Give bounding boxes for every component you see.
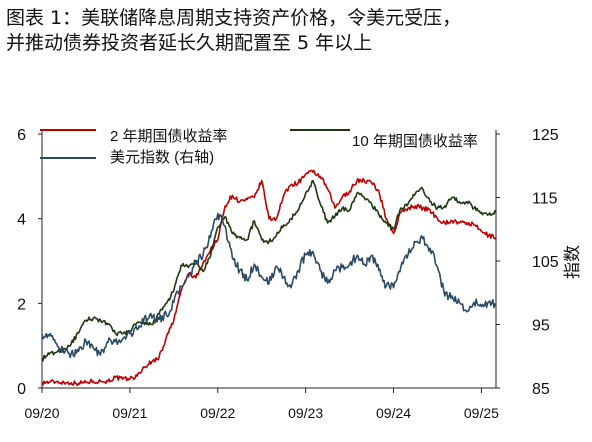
left-axis-tick-label: 4 (17, 212, 26, 229)
right-axis-tick-label: 85 (532, 381, 550, 398)
left-axis-tick-label: 0 (17, 381, 26, 398)
series-line-10y-yield (41, 179, 497, 362)
figure-title: 图表 1：美联储降息周期支持资产价格，令美元受压， 并推动债券投资者延长久期配置… (6, 6, 590, 56)
legend-label: 2 年期国债收益率 (110, 128, 228, 145)
series-line-2y-yield (41, 169, 497, 387)
x-axis-tick-label: 09/24 (376, 405, 411, 421)
series-line-dollar-index (41, 212, 497, 359)
chart-axes: 0 2 4 6 85 95 105 115 125 09/20 09/21 09/22 09/23 09/… (0, 127, 582, 421)
chart-series-layer (41, 169, 497, 387)
x-axis-tick-label: 09/20 (24, 405, 59, 421)
right-axis-tick-label: 115 (532, 191, 558, 208)
legend-label: 10 年期国债收益率 (352, 133, 478, 150)
left-axis-title: % (0, 261, 4, 274)
left-axis-tick-label: 6 (17, 127, 26, 144)
right-axis-title: 指数 (563, 245, 582, 279)
x-axis-tick-label: 09/22 (200, 405, 235, 421)
right-axis-tick-label: 125 (532, 127, 559, 144)
x-axis-tick-label: 09/23 (288, 405, 323, 421)
right-axis-tick-label: 105 (532, 254, 559, 271)
x-axis-tick-label: 09/25 (464, 405, 499, 421)
figure-title-line-2: 并推动债券投资者延长久期配置至 5 年以上 (6, 32, 373, 54)
right-axis-tick-label: 95 (532, 318, 550, 335)
legend-label: 美元指数 (右轴) (110, 149, 214, 166)
x-axis-tick-label: 09/21 (112, 405, 147, 421)
left-axis-tick-label: 2 (17, 296, 26, 313)
figure-title-line-1: 图表 1：美联储降息周期支持资产价格，令美元受压， (6, 7, 462, 29)
